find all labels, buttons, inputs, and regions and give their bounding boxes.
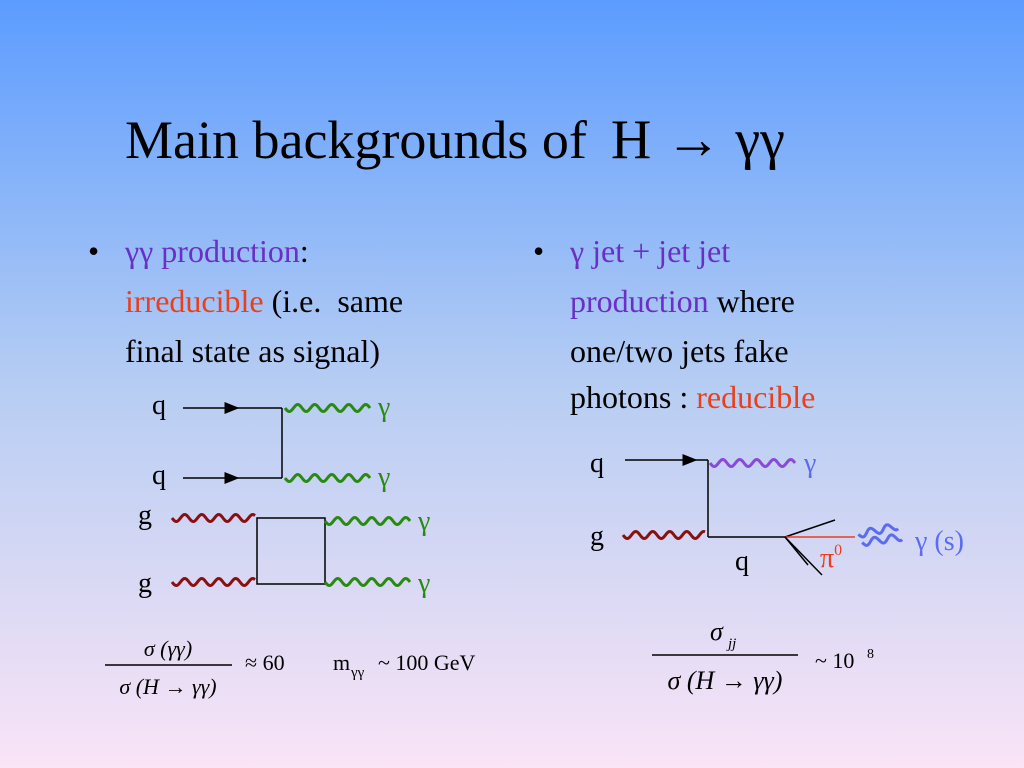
text: (i.e. same bbox=[272, 283, 404, 319]
label: γ bbox=[377, 462, 390, 493]
text: γγ production bbox=[124, 233, 300, 269]
subscript: jj bbox=[726, 636, 736, 652]
wavy-line bbox=[170, 512, 256, 524]
wavy-line bbox=[323, 576, 412, 588]
text: reducible bbox=[696, 379, 815, 415]
label: γ bbox=[417, 568, 430, 599]
value: ~ 10 bbox=[815, 648, 854, 673]
label: γ bbox=[377, 392, 390, 423]
title-formula: H → γγ bbox=[611, 109, 785, 171]
superscript: 8 bbox=[867, 647, 874, 662]
feynman-qq: q q γ γ bbox=[152, 390, 390, 493]
text: production bbox=[570, 283, 709, 319]
feynman-gg: g g γ γ bbox=[138, 500, 430, 599]
label: q bbox=[590, 448, 604, 479]
wavy-line bbox=[857, 523, 900, 539]
formula: σ (γγ) σ (H → γγ) ≈ 60 m γγ ~ 100 GeV bbox=[105, 636, 476, 699]
bullet-line: γγ production: bbox=[124, 233, 309, 269]
bullet-line: irreducible (i.e. same bbox=[125, 283, 403, 319]
title: Main backgrounds of H → γγ bbox=[125, 109, 785, 171]
bullet-line: γ jet + jet jet bbox=[569, 233, 730, 269]
bullet-line: production where bbox=[570, 283, 795, 319]
label: γ bbox=[417, 506, 430, 537]
numerator: σ bbox=[710, 617, 724, 646]
numerator: σ (γγ) bbox=[144, 636, 192, 661]
mass: m bbox=[333, 650, 350, 675]
text: where bbox=[717, 283, 795, 319]
wavy-line bbox=[708, 457, 797, 469]
bullet: • bbox=[533, 233, 544, 269]
bullet-line: final state as signal) bbox=[125, 333, 380, 369]
mass-value: ~ 100 GeV bbox=[378, 650, 476, 675]
label: γ bbox=[803, 448, 816, 479]
bullet: • bbox=[88, 233, 99, 269]
label: π0 bbox=[820, 542, 842, 574]
label: q bbox=[735, 546, 749, 577]
formula: σ jj σ (H → γγ) ~ 10 8 bbox=[652, 617, 874, 695]
label: q bbox=[152, 390, 166, 421]
title-text: Main backgrounds of bbox=[125, 110, 587, 170]
label: q bbox=[152, 460, 166, 491]
value: ≈ 60 bbox=[245, 650, 285, 675]
wavy-line bbox=[283, 402, 372, 414]
subscript: γγ bbox=[350, 665, 365, 681]
feynman-jet: q γ g q π0 γ (s) bbox=[590, 448, 964, 577]
bullet-line: one/two jets fake bbox=[570, 333, 789, 369]
denominator: σ (H → γγ) bbox=[119, 674, 216, 699]
superscript: 0 bbox=[834, 542, 842, 559]
wavy-line bbox=[170, 576, 256, 588]
wavy-line bbox=[283, 472, 372, 484]
text: irreducible bbox=[125, 283, 264, 319]
denominator: σ (H → γγ) bbox=[668, 666, 783, 695]
text: : bbox=[300, 233, 309, 269]
bullet-line: photons : reducible bbox=[570, 379, 815, 415]
text: photons : bbox=[570, 379, 688, 415]
label: γ (s) bbox=[914, 526, 964, 557]
wavy-line bbox=[323, 515, 412, 527]
wavy-line bbox=[861, 533, 904, 547]
label: g bbox=[138, 568, 152, 599]
wavy-line bbox=[621, 529, 706, 541]
label: g bbox=[590, 521, 604, 552]
text: π bbox=[820, 543, 834, 574]
label: g bbox=[138, 500, 152, 531]
